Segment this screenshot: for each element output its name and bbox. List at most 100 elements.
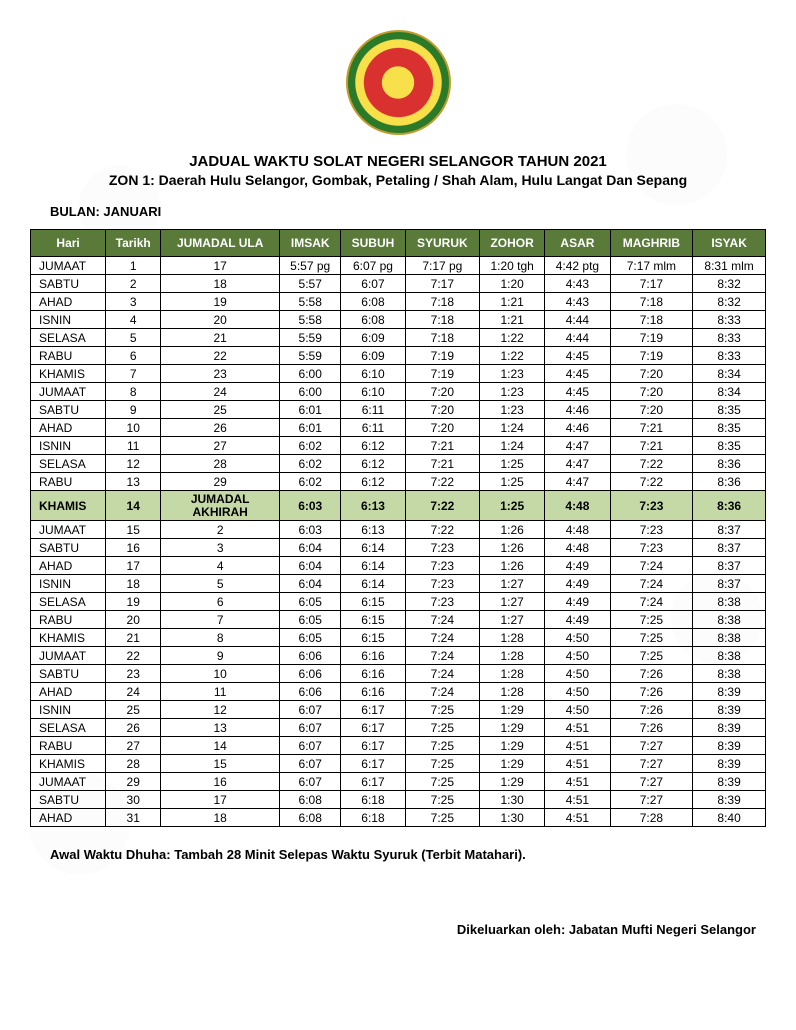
cell: 6:02 xyxy=(280,455,341,473)
table-header: HariTarikhJUMADAL ULAIMSAKSUBUHSYURUKZOH… xyxy=(31,230,766,257)
cell: 8:35 xyxy=(693,437,766,455)
cell: 4:43 xyxy=(545,293,610,311)
cell: 7:17 xyxy=(405,275,479,293)
table-row: SELASA12286:026:127:211:254:477:228:36 xyxy=(31,455,766,473)
crest-logo xyxy=(346,30,451,135)
cell: 4:51 xyxy=(545,791,610,809)
table-row: AHAD31186:086:187:251:304:517:288:40 xyxy=(31,809,766,827)
col-header: JUMADAL ULA xyxy=(161,230,280,257)
cell: 29 xyxy=(161,473,280,491)
cell: JUMADALAKHIRAH xyxy=(161,491,280,521)
cell: 1:27 xyxy=(480,575,545,593)
cell: 6:01 xyxy=(280,419,341,437)
cell: 6:16 xyxy=(341,683,405,701)
table-row: ISNIN11276:026:127:211:244:477:218:35 xyxy=(31,437,766,455)
cell: 6:18 xyxy=(341,809,405,827)
cell: 7:25 xyxy=(405,791,479,809)
cell: 2 xyxy=(106,275,161,293)
cell: 7:22 xyxy=(610,473,693,491)
cell: RABU xyxy=(31,611,106,629)
table-row: AHAD24116:066:167:241:284:507:268:39 xyxy=(31,683,766,701)
cell: 8:40 xyxy=(693,809,766,827)
cell: 6:06 xyxy=(280,665,341,683)
cell: 6:02 xyxy=(280,437,341,455)
cell: 7:25 xyxy=(610,611,693,629)
cell: 7:20 xyxy=(405,383,479,401)
cell: AHAD xyxy=(31,683,106,701)
cell: 15 xyxy=(161,755,280,773)
cell: 22 xyxy=(161,347,280,365)
cell: 22 xyxy=(106,647,161,665)
cell: 6:11 xyxy=(341,419,405,437)
cell: 7:24 xyxy=(405,665,479,683)
cell: 8:37 xyxy=(693,539,766,557)
cell: 11 xyxy=(106,437,161,455)
cell: 6:04 xyxy=(280,557,341,575)
cell: 4:50 xyxy=(545,647,610,665)
cell: 4:50 xyxy=(545,665,610,683)
cell: 17 xyxy=(161,257,280,275)
cell: 23 xyxy=(161,365,280,383)
cell: 8:36 xyxy=(693,455,766,473)
cell: 4:51 xyxy=(545,737,610,755)
cell: ISNIN xyxy=(31,437,106,455)
cell: 4:43 xyxy=(545,275,610,293)
cell: 1:28 xyxy=(480,665,545,683)
cell: 11 xyxy=(161,683,280,701)
cell: 8:37 xyxy=(693,575,766,593)
month-label: BULAN: JANUARI xyxy=(50,204,766,219)
table-row: ISNIN25126:076:177:251:294:507:268:39 xyxy=(31,701,766,719)
cell: 6:07 xyxy=(280,719,341,737)
cell: 8:39 xyxy=(693,719,766,737)
cell: KHAMIS xyxy=(31,491,106,521)
cell: 6:07 xyxy=(280,737,341,755)
cell: 8:33 xyxy=(693,311,766,329)
cell: KHAMIS xyxy=(31,365,106,383)
cell: 7:18 xyxy=(405,293,479,311)
cell: 7:27 xyxy=(610,773,693,791)
cell: 4:47 xyxy=(545,455,610,473)
cell: JUMAAT xyxy=(31,257,106,275)
cell: 6:07 xyxy=(280,755,341,773)
cell: 4 xyxy=(106,311,161,329)
cell: 7:18 xyxy=(405,329,479,347)
cell: 7:23 xyxy=(610,539,693,557)
cell: 2 xyxy=(161,521,280,539)
cell: 7:21 xyxy=(610,419,693,437)
cell: 21 xyxy=(106,629,161,647)
cell: 6:08 xyxy=(280,809,341,827)
cell: 6:18 xyxy=(341,791,405,809)
cell: 1:24 xyxy=(480,419,545,437)
cell: 6:15 xyxy=(341,629,405,647)
cell: 4:49 xyxy=(545,611,610,629)
cell: 6:08 xyxy=(341,311,405,329)
table-row: ISNIN4205:586:087:181:214:447:188:33 xyxy=(31,311,766,329)
cell: 3 xyxy=(106,293,161,311)
cell: AHAD xyxy=(31,293,106,311)
cell: 6:11 xyxy=(341,401,405,419)
cell: 6:00 xyxy=(280,383,341,401)
cell: 1:26 xyxy=(480,539,545,557)
cell: 7:25 xyxy=(405,773,479,791)
cell: 1:28 xyxy=(480,683,545,701)
cell: 8:33 xyxy=(693,329,766,347)
cell: 4:47 xyxy=(545,437,610,455)
cell: 1 xyxy=(106,257,161,275)
cell: 7:24 xyxy=(405,629,479,647)
cell: 4:44 xyxy=(545,329,610,347)
logo-container xyxy=(30,30,766,135)
table-row: RABU27146:076:177:251:294:517:278:39 xyxy=(31,737,766,755)
page-content: JADUAL WAKTU SOLAT NEGERI SELANGOR TAHUN… xyxy=(30,30,766,937)
table-row: SABTU23106:066:167:241:284:507:268:38 xyxy=(31,665,766,683)
cell: 5 xyxy=(106,329,161,347)
cell: 29 xyxy=(106,773,161,791)
cell: 6:15 xyxy=(341,611,405,629)
cell: 6:01 xyxy=(280,401,341,419)
cell: JUMAAT xyxy=(31,521,106,539)
cell: 7:25 xyxy=(610,647,693,665)
table-row: AHAD3195:586:087:181:214:437:188:32 xyxy=(31,293,766,311)
cell: AHAD xyxy=(31,557,106,575)
cell: KHAMIS xyxy=(31,629,106,647)
cell: 6:09 xyxy=(341,347,405,365)
cell: 7:26 xyxy=(610,719,693,737)
